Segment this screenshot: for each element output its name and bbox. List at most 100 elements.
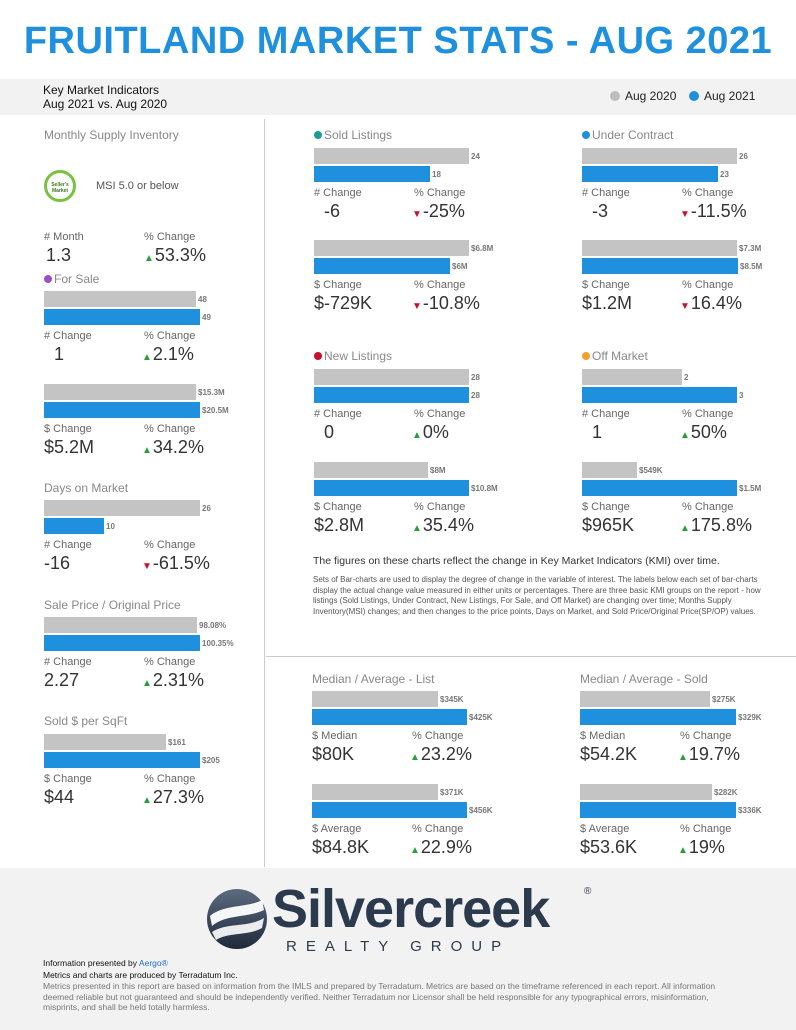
pct-change-label: % Change — [680, 730, 732, 742]
pct-change-value: ▲175.8% — [680, 515, 752, 536]
bar-2020 — [582, 369, 682, 385]
header-line1: Key Market Indicators — [43, 83, 160, 97]
bar-2021 — [314, 480, 469, 496]
bar-value-2021: 49 — [202, 313, 211, 322]
pct-change-label: % Change — [414, 187, 466, 199]
bar-value-2020: 26 — [739, 152, 748, 161]
bar-value-2021: 3 — [739, 391, 744, 400]
legend-label: Aug 2021 — [704, 89, 756, 103]
status-dot-icon — [44, 275, 52, 283]
change-value: $1.2M — [582, 293, 633, 313]
bar-2020 — [314, 462, 428, 478]
pct-change-label: % Change — [682, 408, 734, 420]
bar-value-2021: $1.5M — [739, 484, 762, 493]
bar-2021 — [44, 402, 200, 418]
pct-change-value: ▲2.31% — [142, 670, 204, 691]
change-value: $5.2M — [44, 437, 95, 457]
bar-2021 — [580, 709, 736, 725]
pct-value-text: 22.9% — [420, 837, 472, 857]
up-arrow-icon: ▲ — [142, 352, 152, 363]
bar-value-2020: $282K — [714, 788, 738, 797]
up-arrow-icon: ▲ — [142, 795, 152, 806]
bar-2021 — [312, 802, 467, 818]
down-arrow-icon: ▼ — [142, 561, 152, 572]
change-label: $ Average — [312, 823, 362, 835]
pct-value-text: 16.4% — [690, 293, 742, 313]
bar-2021 — [582, 166, 718, 182]
status-dot-icon — [314, 352, 322, 360]
change-value: 2.27 — [44, 670, 80, 690]
bar-2021 — [44, 752, 200, 768]
presented-prefix: Information presented by — [43, 958, 139, 968]
off-market-title: Off Market — [582, 349, 648, 363]
pct-value-text: 0% — [422, 422, 449, 442]
change-label: # Change — [582, 187, 630, 199]
bar-value-2021: $10.8M — [471, 484, 498, 493]
bar-value-2020: $6.8M — [471, 244, 494, 253]
section-title-text: For Sale — [54, 272, 100, 286]
bar-2020 — [582, 240, 737, 256]
section-title-text: Under Contract — [592, 128, 674, 142]
pct-change-value: ▼-11.5% — [680, 201, 747, 222]
change-value: 1 — [592, 422, 603, 442]
msi-title: Monthly Supply Inventory — [44, 128, 179, 142]
bar-value-2020: $549K — [639, 466, 663, 475]
pct-value-text: 23.2% — [420, 744, 472, 764]
bar-2020 — [314, 369, 469, 385]
bar-value-2020: 28 — [471, 373, 480, 382]
pct-value-text: -25% — [422, 201, 465, 221]
bar-2020 — [312, 784, 438, 800]
header-band — [0, 79, 796, 115]
section-title-text: Days on Market — [44, 481, 129, 495]
pct-value-text: 19.7% — [688, 744, 740, 764]
pct-change-label: % Change — [144, 330, 196, 342]
up-arrow-icon: ▲ — [678, 845, 688, 856]
badge-line1: Seller's — [51, 182, 69, 188]
change-value: $-729K — [314, 293, 373, 313]
disclaimer: Metrics presented in this report are bas… — [43, 981, 716, 1012]
under-contract-title: Under Contract — [582, 128, 673, 142]
change-label: $ Change — [314, 501, 362, 513]
sold-listings-title: Sold Listings — [314, 128, 392, 142]
bar-value-2020: $345K — [440, 695, 464, 704]
change-label: # Change — [44, 330, 92, 342]
legend-2021: Aug 2021 — [689, 89, 755, 103]
sellers-market-badge-icon: Seller's Market — [44, 170, 76, 202]
new-listings-title: New Listings — [314, 349, 392, 363]
legend-dot-icon — [610, 91, 620, 101]
bar-value-2021: $425K — [469, 713, 493, 722]
bar-2020 — [580, 691, 710, 707]
bar-value-2021: 10 — [106, 522, 115, 531]
bar-2021 — [44, 309, 200, 325]
aergo-link[interactable]: Aergo® — [138, 958, 168, 968]
section-title-text: Sold $ per SqFt — [44, 714, 128, 728]
badge-line2: Market — [51, 188, 69, 194]
pct-change-label: % Change — [680, 823, 732, 835]
bar-value-2020: $371K — [440, 788, 464, 797]
pct-change-label: % Change — [682, 279, 734, 291]
pct-change-label: % Change — [414, 408, 466, 420]
notes-body: Sets of Bar-charts are used to display t… — [313, 575, 761, 616]
pct-change-value: ▲23.2% — [410, 744, 472, 765]
change-label: $ Average — [580, 823, 630, 835]
bar-value-2021: 28 — [471, 391, 480, 400]
silvercreek-logo-icon — [207, 889, 267, 949]
bar-2020 — [44, 617, 197, 633]
up-arrow-icon: ▲ — [680, 430, 690, 441]
pct-change-label: % Change — [412, 730, 464, 742]
msi-label-b: % Change — [144, 231, 196, 243]
bar-value-2020: 24 — [471, 152, 480, 161]
pct-change-value: ▼-61.5% — [142, 553, 210, 574]
change-label: $ Median — [580, 730, 626, 742]
pct-value-text: 35.4% — [422, 515, 474, 535]
logo-wordmark: Silvercreek — [272, 879, 550, 939]
pct-value-text: -11.5% — [690, 201, 747, 221]
pct-change-label: % Change — [682, 501, 734, 513]
change-label: $ Change — [314, 279, 362, 291]
pct-value-text: 2.1% — [152, 344, 194, 364]
bar-2020 — [44, 500, 200, 516]
change-label: $ Change — [44, 423, 92, 435]
status-dot-icon — [582, 352, 590, 360]
pct-change-label: % Change — [412, 823, 464, 835]
days-on-market-title: Days on Market — [44, 481, 128, 495]
